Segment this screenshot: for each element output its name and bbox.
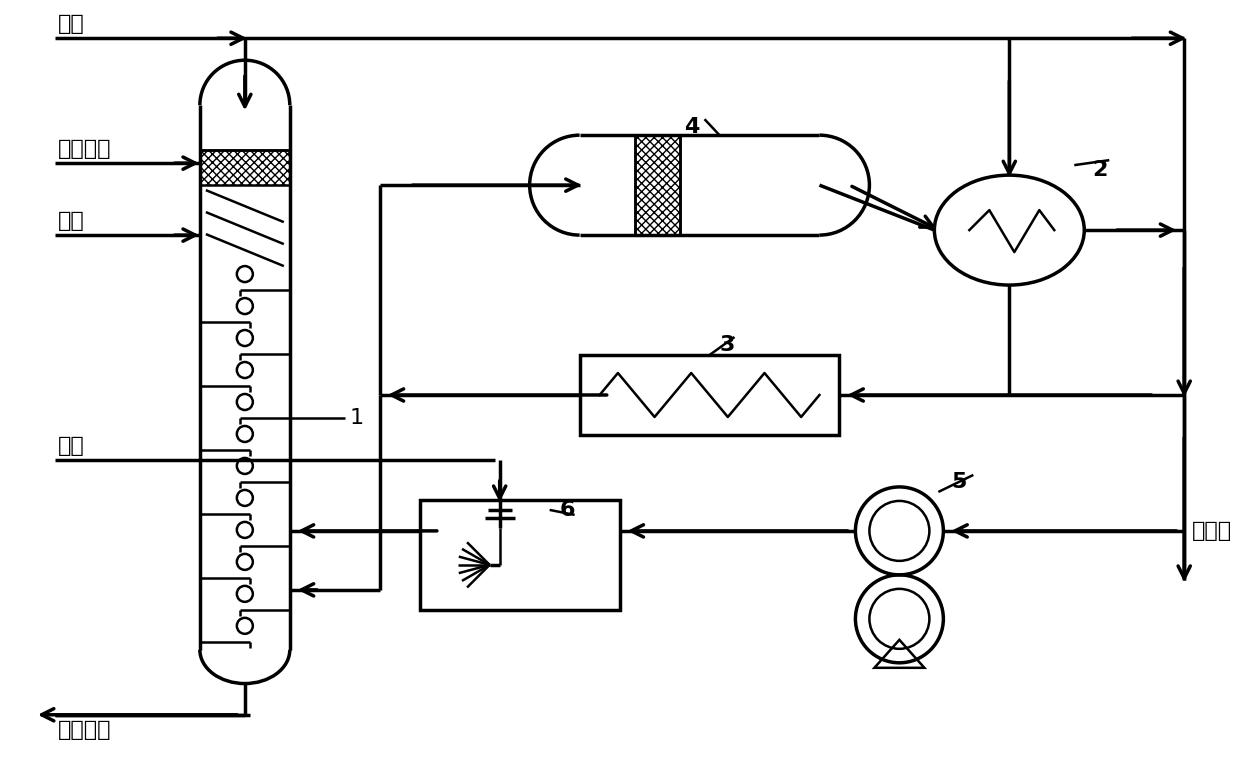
Text: 5: 5: [951, 472, 967, 492]
Bar: [579, 355, 839, 435]
Text: 3: 3: [719, 335, 735, 355]
Text: 6: 6: [559, 500, 575, 520]
Bar: [419, 500, 620, 610]
Text: 净化胶乳: 净化胶乳: [58, 720, 112, 740]
Text: 净化气: 净化气: [1192, 521, 1233, 541]
Text: 空气: 空气: [58, 14, 84, 34]
Bar: [635, 135, 680, 235]
Text: 4: 4: [684, 117, 699, 137]
Text: 1: 1: [350, 408, 363, 428]
Text: 胶乳: 胶乳: [58, 211, 84, 231]
Text: 2: 2: [1092, 160, 1107, 180]
Text: 热水: 热水: [58, 436, 84, 456]
Text: 去离子水: 去离子水: [58, 139, 112, 159]
Bar: [200, 150, 290, 185]
